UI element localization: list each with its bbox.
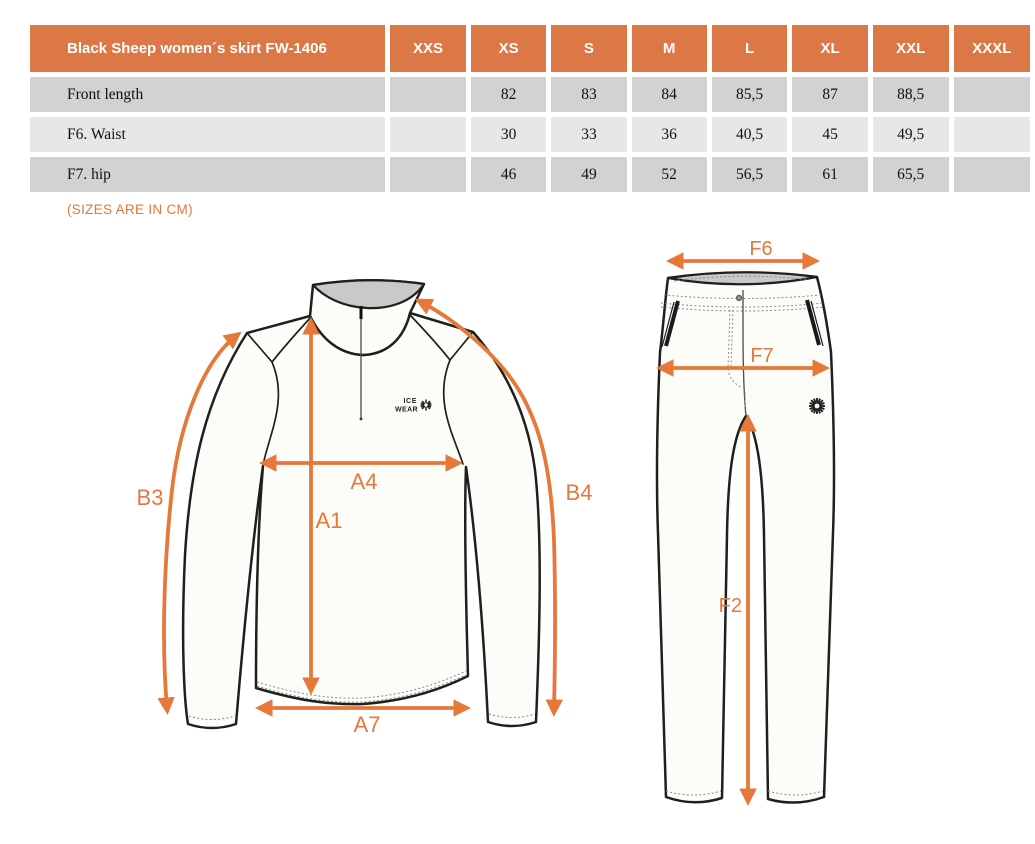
value-cell: 85,5 xyxy=(711,77,788,112)
col-header-l: L xyxy=(711,25,788,72)
row-label: Front length xyxy=(30,77,386,112)
pants-button xyxy=(735,294,743,302)
value-cell: 49 xyxy=(551,157,627,192)
value-cell xyxy=(953,157,1030,192)
b3-label: B3 xyxy=(137,485,164,510)
b4-arrow xyxy=(414,298,563,717)
a7-label: A7 xyxy=(354,712,381,737)
row-label: F7. hip xyxy=(30,157,386,192)
f7-label: F7 xyxy=(750,345,773,367)
row-waist: F6. Waist 30 33 36 40,5 45 49,5 xyxy=(30,117,1030,152)
value-cell: 30 xyxy=(470,117,547,152)
value-cell: 56,5 xyxy=(711,157,788,192)
units-note: (SIZES ARE IN CM) xyxy=(67,202,193,217)
a1-label: A1 xyxy=(316,508,343,533)
header-row: Black Sheep women´s skirt FW-1406 XXS XS… xyxy=(30,25,1030,72)
value-cell: 36 xyxy=(631,117,707,152)
col-header-xxs: XXS xyxy=(390,25,466,72)
row-front-length: Front length 82 83 84 85,5 87 88,5 xyxy=(30,77,1030,112)
col-header-m: M xyxy=(631,25,707,72)
pants-outline xyxy=(655,271,836,804)
shirt-collar-inner xyxy=(311,279,426,310)
b3-arrow xyxy=(157,331,242,715)
value-cell xyxy=(390,117,466,152)
f2-label: F2 xyxy=(719,595,742,617)
a4-label: A4 xyxy=(351,469,378,494)
col-header-xxl: XXL xyxy=(872,25,949,72)
size-chart-table: Black Sheep women´s skirt FW-1406 XXS XS… xyxy=(25,20,1035,197)
shirt-zipper-end xyxy=(359,417,363,421)
col-header-xxxl: XXXL xyxy=(953,25,1030,72)
row-label: F6. Waist xyxy=(30,117,386,152)
value-cell: 52 xyxy=(631,157,707,192)
shirt-drawing: ICE WEAR B3 B4 A4 xyxy=(137,278,593,737)
value-cell: 84 xyxy=(631,77,707,112)
pants-pocket-welts xyxy=(661,299,824,348)
brand-logo-line2: WEAR xyxy=(395,407,418,414)
brand-logo-line1: ICE xyxy=(404,398,417,405)
col-header-xs: XS xyxy=(470,25,547,72)
col-header-xl: XL xyxy=(792,25,868,72)
brand-logo-snowflake-icon xyxy=(420,399,432,411)
value-cell: 45 xyxy=(792,117,868,152)
pants-hem-stitching xyxy=(665,790,824,796)
value-cell: 33 xyxy=(551,117,627,152)
value-cell xyxy=(390,77,466,112)
value-cell: 65,5 xyxy=(872,157,949,192)
value-cell xyxy=(953,77,1030,112)
pants-waist-stitching xyxy=(660,275,825,312)
value-cell: 49,5 xyxy=(872,117,949,152)
col-header-s: S xyxy=(551,25,627,72)
pants-waistband-top xyxy=(666,271,819,286)
value-cell xyxy=(390,157,466,192)
row-hip: F7. hip 46 49 52 56,5 61 65,5 xyxy=(30,157,1030,192)
value-cell: 46 xyxy=(470,157,547,192)
value-cell: 87 xyxy=(792,77,868,112)
value-cell: 88,5 xyxy=(872,77,949,112)
value-cell xyxy=(953,117,1030,152)
value-cell: 40,5 xyxy=(711,117,788,152)
garment-measurement-diagram: ICE WEAR B3 B4 A4 xyxy=(137,238,836,806)
pants-drawing: F6 F7 F2 xyxy=(655,238,836,806)
pants-snowflake-logo xyxy=(809,398,825,414)
table-title: Black Sheep women´s skirt FW-1406 xyxy=(30,25,386,72)
value-cell: 83 xyxy=(551,77,627,112)
b4-label: B4 xyxy=(566,480,593,505)
value-cell: 82 xyxy=(470,77,547,112)
f6-label: F6 xyxy=(749,238,772,260)
pants-fly-stitching xyxy=(727,309,746,413)
value-cell: 61 xyxy=(792,157,868,192)
